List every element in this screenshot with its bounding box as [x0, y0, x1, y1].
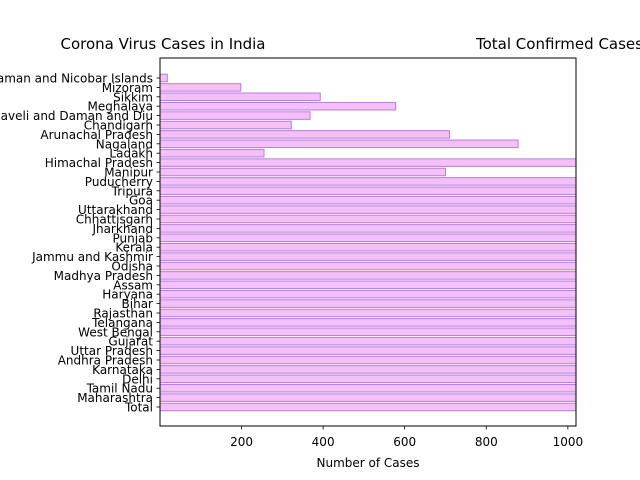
- category-label: Chhattisgarh: [76, 213, 153, 227]
- category-label: Kerala: [115, 241, 153, 255]
- category-label: Nagaland: [96, 137, 153, 151]
- bar: [159, 393, 577, 402]
- category-label: Manipur: [104, 166, 153, 180]
- category-label: Assam: [113, 278, 153, 292]
- bar: [159, 327, 577, 337]
- x-tick-label: 600: [393, 435, 416, 449]
- bar: [159, 261, 577, 271]
- bar: [159, 195, 577, 205]
- category-label: Delhi: [122, 372, 153, 386]
- bar: [159, 346, 577, 355]
- x-axis-label: Number of Cases: [316, 456, 419, 470]
- x-tick-label: 400: [312, 435, 335, 449]
- category-label: Jammu and Kashmir: [31, 250, 153, 264]
- bar: [159, 205, 577, 214]
- bar: [159, 120, 292, 130]
- category-label: Meghalaya: [88, 100, 153, 114]
- x-tick-label: 1000: [553, 435, 584, 449]
- bar: [159, 92, 321, 102]
- category-label: Ladakh: [109, 147, 153, 161]
- bar: [159, 158, 577, 167]
- bar: [159, 289, 577, 299]
- bar: [159, 242, 577, 252]
- bar: [159, 167, 446, 177]
- bar: [159, 214, 577, 224]
- category-label: West Bengal: [78, 325, 153, 339]
- bar: [159, 83, 242, 92]
- category-label: Karnataka: [92, 363, 153, 377]
- category-label: Rajasthan: [93, 307, 153, 321]
- category-label: Bihar: [122, 297, 154, 311]
- bar: [159, 299, 577, 308]
- category-labels: Andaman and Nicobar IslandsMizoramSikkim…: [0, 72, 160, 415]
- category-label: Madhya Pradesh: [54, 269, 153, 283]
- bar: [159, 130, 451, 139]
- category-label: Andaman and Nicobar Islands: [0, 72, 153, 86]
- bar: [159, 383, 577, 393]
- category-label: Uttarakhand: [78, 203, 153, 217]
- category-label: Total: [124, 401, 153, 415]
- bar: [159, 111, 311, 120]
- category-label: Chandigarh: [84, 119, 153, 133]
- chart-title-right: Total Confirmed Cases: [475, 35, 640, 53]
- bar: [159, 280, 577, 290]
- bar: [159, 233, 577, 243]
- category-label: Tamil Nadu: [86, 382, 153, 396]
- bar: [159, 224, 577, 233]
- bar: [159, 271, 577, 280]
- x-ticks: 200 400 600 800 1000: [230, 426, 583, 449]
- bar: [159, 365, 577, 374]
- x-tick-label: 200: [230, 435, 253, 449]
- bar: [159, 402, 577, 412]
- bar: [159, 318, 577, 327]
- category-label: Dadra and Nagar Haveli and Daman and Diu: [0, 109, 153, 123]
- category-label: Andhra Pradesh: [58, 354, 153, 368]
- category-label: Goa: [129, 194, 153, 208]
- bars-group: [159, 73, 577, 412]
- plot-frame: [159, 57, 577, 427]
- bar: [159, 148, 265, 158]
- bar: [159, 336, 577, 346]
- category-label: Maharashtra: [77, 391, 153, 405]
- bar: [159, 186, 577, 196]
- bar: [159, 355, 577, 365]
- category-label: Odisha: [111, 260, 153, 274]
- bar: [159, 73, 168, 83]
- bar: [159, 374, 577, 384]
- bar: [159, 139, 519, 149]
- category-label: Arunachal Pradesh: [40, 128, 153, 142]
- category-label: Tripura: [111, 184, 153, 198]
- bar: [159, 252, 577, 261]
- chart-title: Corona Virus Cases in India: [60, 35, 265, 53]
- category-label: Sikkim: [113, 90, 153, 104]
- category-label: Haryana: [102, 288, 153, 302]
- category-label: Himachal Pradesh: [45, 156, 153, 170]
- category-label: Punjab: [112, 231, 153, 245]
- category-label: Telangana: [91, 316, 153, 330]
- category-label: Jharkhand: [91, 222, 153, 236]
- category-label: Mizoram: [102, 81, 153, 95]
- bar: [159, 308, 577, 318]
- bar: [159, 177, 577, 186]
- category-label: Gujarat: [108, 335, 153, 349]
- category-label: Puducherry: [85, 175, 153, 189]
- category-label: Uttar Pradesh: [71, 344, 153, 358]
- x-tick-label: 800: [475, 435, 498, 449]
- bar: [159, 101, 397, 111]
